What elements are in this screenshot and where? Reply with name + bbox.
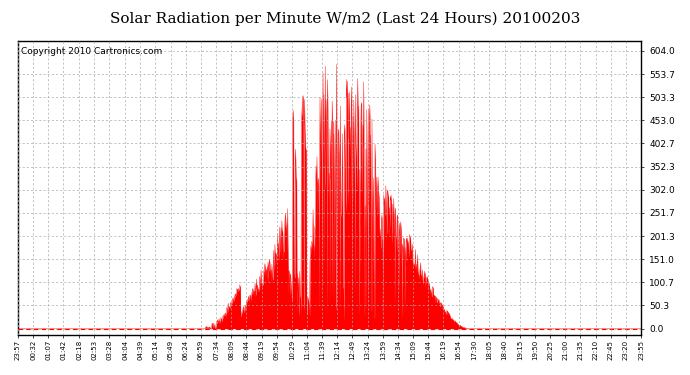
Text: Copyright 2010 Cartronics.com: Copyright 2010 Cartronics.com xyxy=(21,47,162,56)
Text: Solar Radiation per Minute W/m2 (Last 24 Hours) 20100203: Solar Radiation per Minute W/m2 (Last 24… xyxy=(110,11,580,26)
